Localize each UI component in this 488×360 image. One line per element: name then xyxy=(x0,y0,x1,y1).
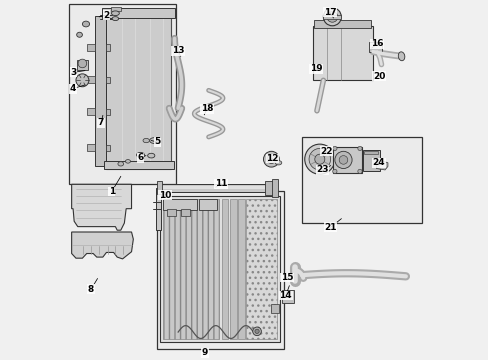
Ellipse shape xyxy=(125,159,130,163)
Bar xyxy=(86,76,94,83)
Bar xyxy=(312,26,372,80)
Ellipse shape xyxy=(112,17,119,21)
Circle shape xyxy=(308,148,330,170)
Text: 19: 19 xyxy=(309,64,322,73)
Text: 11: 11 xyxy=(215,179,227,188)
Circle shape xyxy=(357,169,362,174)
Circle shape xyxy=(304,144,334,174)
Bar xyxy=(162,186,265,189)
Text: 22: 22 xyxy=(319,147,332,156)
Text: 12: 12 xyxy=(265,154,278,163)
Bar xyxy=(181,210,190,216)
Ellipse shape xyxy=(275,161,281,165)
Bar xyxy=(156,191,284,348)
Bar xyxy=(271,305,278,314)
Bar xyxy=(69,4,176,184)
Ellipse shape xyxy=(142,138,149,143)
Bar xyxy=(106,145,110,151)
Bar xyxy=(106,44,110,51)
Polygon shape xyxy=(72,232,133,259)
Bar xyxy=(161,184,265,192)
Circle shape xyxy=(339,156,347,164)
Ellipse shape xyxy=(118,162,123,166)
Bar xyxy=(265,181,274,195)
Bar xyxy=(301,137,421,223)
Circle shape xyxy=(332,169,336,174)
Text: 7: 7 xyxy=(98,118,104,127)
Bar xyxy=(238,199,244,339)
Bar xyxy=(163,199,219,339)
Circle shape xyxy=(263,151,279,167)
Circle shape xyxy=(334,151,351,168)
Polygon shape xyxy=(72,184,131,230)
Text: 6: 6 xyxy=(137,153,143,162)
Ellipse shape xyxy=(149,138,158,143)
Bar xyxy=(102,8,175,18)
Circle shape xyxy=(76,74,89,87)
Bar xyxy=(160,196,280,342)
Bar xyxy=(166,210,175,216)
Text: 20: 20 xyxy=(372,72,385,81)
Circle shape xyxy=(314,154,324,164)
Text: 8: 8 xyxy=(88,285,94,294)
Text: 18: 18 xyxy=(200,104,213,113)
Bar xyxy=(163,199,197,211)
Bar xyxy=(106,77,110,83)
Ellipse shape xyxy=(398,52,404,61)
Bar xyxy=(86,108,94,116)
Bar xyxy=(86,44,94,51)
Ellipse shape xyxy=(77,32,82,37)
Polygon shape xyxy=(376,161,387,170)
Circle shape xyxy=(266,155,275,163)
Text: 9: 9 xyxy=(202,348,208,357)
Bar xyxy=(323,15,341,19)
Text: 15: 15 xyxy=(280,273,292,282)
Circle shape xyxy=(323,8,341,26)
Bar xyxy=(362,149,379,171)
Bar xyxy=(77,60,88,69)
Ellipse shape xyxy=(111,11,119,15)
Text: 5: 5 xyxy=(154,138,161,147)
Text: 16: 16 xyxy=(370,39,383,48)
Circle shape xyxy=(357,146,362,150)
Ellipse shape xyxy=(136,152,144,157)
Bar xyxy=(103,161,174,169)
Bar xyxy=(363,150,377,154)
Bar xyxy=(333,147,362,173)
Bar xyxy=(155,188,161,230)
Bar xyxy=(272,179,277,197)
Ellipse shape xyxy=(82,21,89,27)
Bar xyxy=(282,290,293,303)
Bar xyxy=(222,199,228,339)
Text: 17: 17 xyxy=(323,8,335,17)
Text: 14: 14 xyxy=(279,291,291,300)
Circle shape xyxy=(78,59,86,68)
Text: 23: 23 xyxy=(316,166,328,175)
Circle shape xyxy=(332,146,336,150)
Bar xyxy=(314,21,370,28)
Circle shape xyxy=(254,329,259,333)
Circle shape xyxy=(252,327,261,336)
Circle shape xyxy=(326,12,337,22)
Bar xyxy=(110,7,121,12)
Text: 2: 2 xyxy=(103,10,109,19)
Bar xyxy=(368,41,381,51)
Bar xyxy=(199,199,217,211)
Ellipse shape xyxy=(147,153,155,158)
Bar xyxy=(106,109,110,116)
Bar xyxy=(230,199,236,339)
Bar xyxy=(94,16,106,166)
Text: 4: 4 xyxy=(70,84,76,93)
Bar xyxy=(86,144,94,151)
Text: 1: 1 xyxy=(108,187,115,196)
Bar xyxy=(106,10,171,169)
Text: 13: 13 xyxy=(172,46,184,55)
Text: 21: 21 xyxy=(324,223,336,232)
Text: 24: 24 xyxy=(372,158,385,167)
Text: 10: 10 xyxy=(159,190,171,199)
Bar xyxy=(157,181,162,194)
Bar xyxy=(246,199,277,339)
Text: 3: 3 xyxy=(70,68,76,77)
